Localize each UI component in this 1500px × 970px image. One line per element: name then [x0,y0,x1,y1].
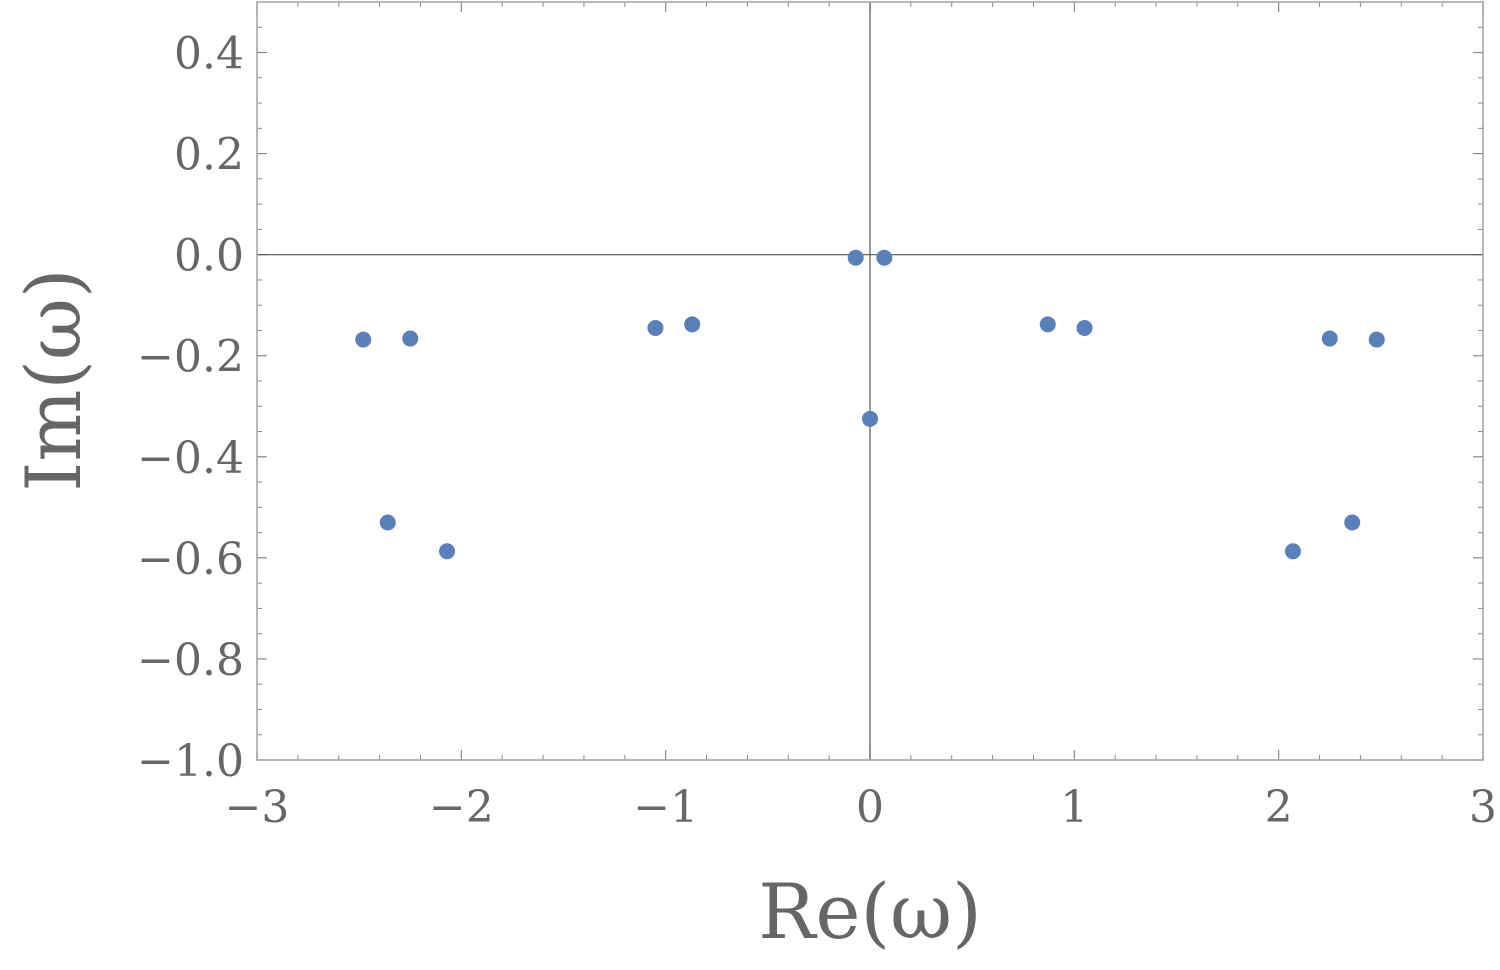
data-point [379,514,396,531]
minor-ticks [257,1,1483,760]
data-point [684,316,701,333]
y-tick-labels: 0.4 0.2 0.0 −0.2 −0.4 −0.6 −0.8 −1.0 [137,29,244,787]
x-tick-labels: −3 −2 −1 0 1 2 3 [225,782,1497,833]
data-point [1039,316,1056,333]
data-point [1284,543,1301,560]
x-tick-label: 1 [1060,782,1088,833]
data-point [355,331,372,348]
data-point [1344,514,1361,531]
y-tick-label: 0.4 [174,29,244,80]
data-point [439,543,456,560]
y-tick-label: −0.4 [137,433,244,484]
x-tick-label: 3 [1469,782,1497,833]
x-tick-label: −3 [225,782,290,833]
data-point [402,330,419,347]
x-tick-label: −1 [633,782,698,833]
data-point [647,319,664,336]
data-point [1368,331,1385,348]
x-tick-label: 2 [1265,782,1293,833]
y-tick-label: 0.2 [174,130,244,181]
y-tick-label: −0.8 [137,635,244,686]
data-point [1321,330,1338,347]
origin-axes [257,2,1483,760]
y-tick-label: 0.0 [174,231,244,282]
plot-frame [256,1,1484,761]
data-point [1076,319,1093,336]
data-point [847,249,864,266]
x-tick-label: 0 [856,782,884,833]
data-points [355,249,1385,560]
y-axis-title: Im(ω) [9,268,98,491]
y-tick-label: −0.6 [137,534,244,585]
x-axis-title: Re(ω) [758,867,981,956]
y-tick-label: −1.0 [137,736,244,787]
y-tick-label: −0.2 [137,332,244,383]
data-point [862,410,878,427]
data-point [876,249,893,266]
x-tick-label: −2 [429,782,494,833]
